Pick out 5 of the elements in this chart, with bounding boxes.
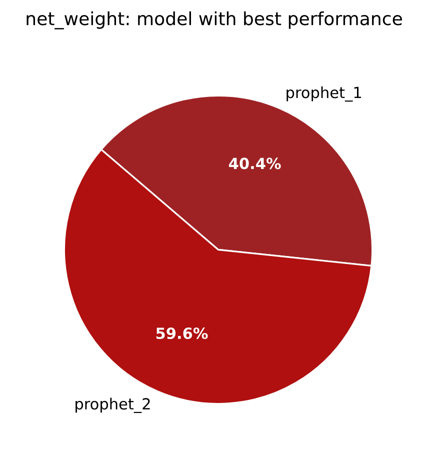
data-label: 59.6% [156,328,208,340]
data-label: 40.4% [229,158,281,170]
slice-label: prophet_1 [286,86,361,102]
slice-label: prophet_2 [76,398,150,413]
chart-title: net_weight: model with best performance [26,11,402,30]
